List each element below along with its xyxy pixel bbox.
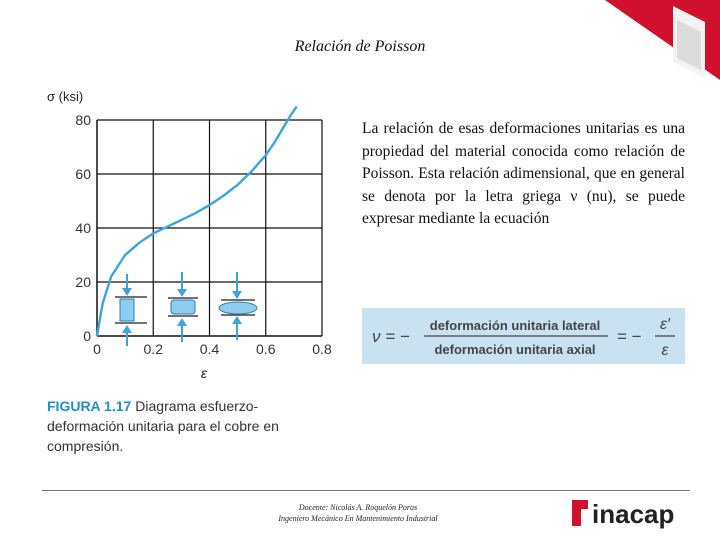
corner-logo bbox=[605, 0, 720, 80]
inacap-logo: inacap bbox=[572, 499, 674, 529]
equation-rhs-denominator: ε bbox=[661, 342, 669, 359]
footer-line-1: Docente: Nicolás A. Roquelón Poras bbox=[298, 503, 418, 512]
inacap-wordmark: inacap bbox=[592, 499, 674, 529]
equation-denominator: deformación unitaria axial bbox=[434, 342, 595, 357]
x-axis-label: ε bbox=[201, 365, 208, 381]
stress-strain-chart: 0 0.2 0.4 0.6 0.8 0 20 40 60 80 σ (ksi) ε bbox=[47, 89, 332, 381]
x-tick-label: 0.2 bbox=[144, 341, 164, 357]
figure-caption: FIGURA 1.17 Diagrama esfuerzo-deformación… bbox=[47, 396, 307, 456]
chart-axes bbox=[96, 120, 322, 337]
x-tick-label: 0 bbox=[93, 341, 101, 357]
x-tick-label: 0.8 bbox=[312, 341, 332, 357]
footer-line-2: Ingeniero Mecánico En Mantenimiento Indu… bbox=[278, 514, 438, 523]
equation-mid: = − bbox=[617, 327, 642, 346]
equation-lhs: ν = − bbox=[372, 327, 410, 346]
y-tick-label: 80 bbox=[75, 112, 91, 128]
y-tick-label: 60 bbox=[75, 166, 91, 182]
equation-numerator: deformación unitaria lateral bbox=[430, 318, 601, 333]
x-tick-label: 0.4 bbox=[200, 341, 220, 357]
specimen-1 bbox=[115, 274, 147, 346]
footer-divider bbox=[42, 490, 690, 491]
body-paragraph: La relación de esas deformaciones unitar… bbox=[362, 120, 685, 228]
figure-label: FIGURA 1.17 bbox=[47, 398, 132, 414]
stress-strain-curve bbox=[95, 105, 298, 337]
figure-caption-text: Diagrama esfuerzo-deformación unitaria p… bbox=[47, 398, 279, 454]
specimen-2 bbox=[168, 272, 198, 342]
slide-title: Relación de Poisson bbox=[294, 38, 426, 55]
footer-credits: Docente: Nicolás A. Roquelón Poras Ingen… bbox=[233, 502, 483, 524]
specimen-3 bbox=[218, 272, 258, 340]
y-axis-label: σ (ksi) bbox=[47, 89, 83, 104]
y-tick-label: 0 bbox=[83, 328, 91, 344]
chart-tick-labels: 0 0.2 0.4 0.6 0.8 0 20 40 60 80 bbox=[75, 112, 332, 357]
poisson-equation: ν = − deformación unitaria lateral defor… bbox=[362, 308, 685, 364]
equation-rhs-numerator: ε′ bbox=[660, 316, 671, 333]
y-tick-label: 20 bbox=[75, 274, 91, 290]
y-tick-label: 40 bbox=[75, 220, 91, 236]
x-tick-label: 0.6 bbox=[256, 341, 276, 357]
